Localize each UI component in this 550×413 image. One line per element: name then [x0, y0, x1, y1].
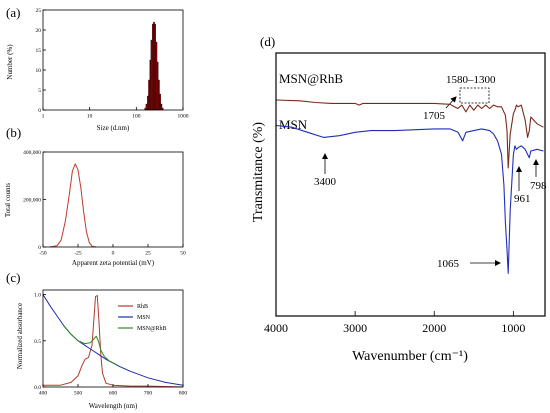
panel-c-series-msn — [42, 294, 184, 386]
panel-b-letter: (b) — [6, 125, 21, 140]
panel-a-xtick-label: 1000 — [178, 114, 189, 120]
panel-d-series-msn — [275, 124, 544, 274]
panel-b-xtick-label: -25 — [74, 251, 82, 257]
panel-c-ytick-label: 0.0 — [34, 385, 41, 391]
panel-a-xlabel: Size (d.nm) — [97, 124, 130, 132]
panel-a-ytick-label: 10 — [36, 68, 42, 74]
panel-c-ylabel: Normalized absorbance — [16, 303, 24, 369]
panel-c-series-rhb — [43, 295, 184, 388]
panel-d-letter: (d) — [260, 34, 275, 49]
panel-b-xlabel: Apparent zeta potential (mV) — [72, 259, 155, 267]
panel-a-bar — [152, 23, 154, 111]
label-msn: MSN — [279, 117, 308, 132]
label-region: 1580–1300 — [446, 74, 496, 86]
panel-a-ytick-label: 5 — [38, 88, 41, 94]
panel-a-bar — [155, 41, 158, 111]
panel-a-bar — [153, 21, 155, 111]
panel-b-frame — [42, 151, 184, 248]
panel-c-letter: (c) — [6, 270, 20, 285]
panel-d-xtick-label: 1000 — [501, 321, 525, 335]
panel-b-ylabel: Total counts — [4, 183, 12, 218]
panel-a-bar — [158, 79, 160, 111]
panel-c-xtick-label: 600 — [109, 391, 118, 397]
panel-a-frame — [42, 9, 184, 111]
panel-a-ytick-label: 15 — [36, 48, 42, 54]
label-3400: 3400 — [314, 176, 337, 188]
panel-a-bar — [156, 61, 159, 111]
panel-c-legend-label: RhB — [137, 304, 148, 310]
panel-d-xtick-label: 2000 — [422, 321, 446, 335]
panel-c-xtick-label: 800 — [179, 391, 188, 397]
panel-a-bar — [145, 103, 148, 111]
panel-c-ytick-label: 1.0 — [34, 293, 41, 299]
panel-d-ylabel: Transmitance (%) — [251, 122, 266, 223]
panel-d-frame — [275, 52, 546, 317]
panel-a-bar — [149, 59, 152, 111]
panel-a-xtick-label: 1 — [42, 114, 45, 120]
panel-d-xtick-label: 4000 — [264, 321, 288, 335]
label-msn-rhb: MSN@RhB — [279, 71, 343, 86]
arrow-1705 — [445, 96, 457, 109]
panel-a-xtick-label: 100 — [132, 114, 141, 120]
panel-a-letter: (a) — [6, 5, 20, 20]
panel-c-legend-label: MSN@RhB — [137, 326, 167, 332]
panel-a-xtick-label: 10 — [87, 114, 93, 120]
panel-a-bar — [150, 39, 153, 111]
panel-b-ytick-label: 200,000 — [23, 198, 41, 204]
panel-a-ytick-label: 20 — [36, 28, 42, 34]
panel-d-xtick-label: 3000 — [343, 321, 367, 335]
panel-c-frame — [42, 289, 184, 388]
panel-a-bar — [159, 93, 161, 111]
panel-c-ytick-label: 0.5 — [34, 339, 41, 345]
panel-b-xtick-label: 0 — [112, 251, 115, 257]
label-798: 798 — [530, 180, 547, 192]
label-961: 961 — [514, 193, 531, 205]
panel-c-legend-label: MSN — [137, 315, 151, 321]
label-1705: 1705 — [423, 110, 446, 122]
panel-a-bar — [147, 95, 149, 111]
panel-b-ytick-label: 400,000 — [23, 150, 41, 156]
panel-b-series-line — [49, 163, 97, 248]
panel-b-xtick-label: 25 — [145, 251, 151, 257]
panel-c-series-msn-rhb — [63, 325, 117, 366]
panel-a-ylabel: Number (%) — [6, 44, 14, 80]
panel-a-bar — [154, 23, 156, 111]
panel-a-ytick-label: 0 — [38, 108, 41, 114]
panel-d-series-msn-rhb — [275, 99, 544, 169]
panel-c-xtick-label: 400 — [39, 391, 48, 397]
panel-c-xtick-label: 700 — [144, 391, 153, 397]
panel-d-xlabel: Wavenumber (cm⁻¹) — [352, 349, 468, 364]
panel-a-ytick-label: 25 — [36, 8, 42, 14]
label-1065: 1065 — [437, 258, 460, 270]
panel-c-xtick-label: 500 — [74, 391, 83, 397]
panel-a-bar — [148, 79, 150, 111]
panel-b-xtick-label: -50 — [39, 251, 47, 257]
panel-b-xtick-label: 50 — [180, 251, 186, 257]
panel-c-xlabel: Wavelength (nm) — [89, 402, 138, 410]
panel-a-bar — [160, 103, 163, 111]
panel-b-ytick-label: 0 — [38, 245, 41, 251]
region-box — [459, 87, 490, 104]
